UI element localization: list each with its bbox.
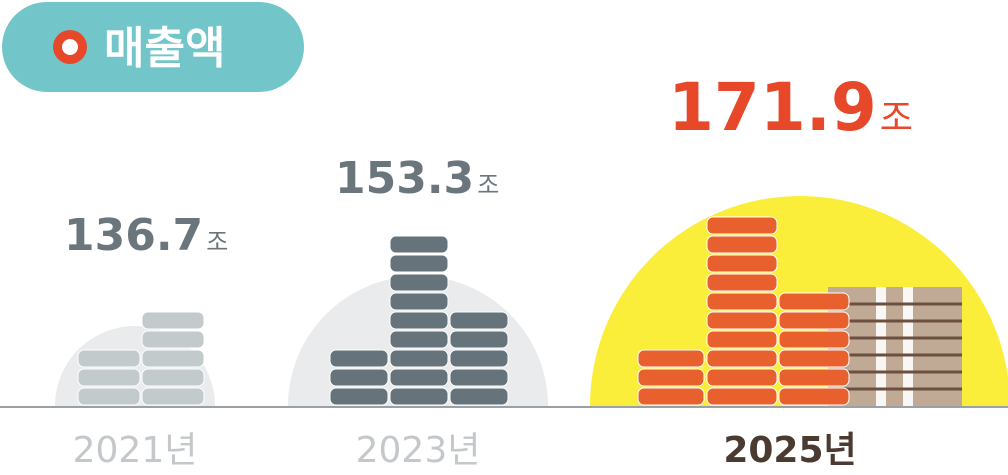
coin — [390, 255, 448, 272]
coin — [707, 293, 777, 310]
title-badge: 매출액 — [2, 2, 304, 92]
coin — [390, 350, 448, 367]
category-label: 2023년 — [356, 430, 481, 471]
coin — [707, 369, 777, 386]
coin — [779, 331, 849, 348]
value-unit: 조 — [477, 171, 499, 199]
category-label: 2025년 — [723, 430, 856, 471]
category-label: 2021년 — [73, 430, 198, 471]
coin — [638, 388, 704, 405]
value-number: 153.3 — [335, 153, 474, 204]
coin — [390, 312, 448, 329]
coin — [390, 388, 448, 405]
coin — [330, 388, 388, 405]
coin — [450, 388, 508, 405]
coin — [78, 350, 140, 367]
coin — [330, 369, 388, 386]
coin — [707, 388, 777, 405]
coin — [779, 312, 849, 329]
coin — [142, 331, 204, 348]
coin — [450, 312, 508, 329]
coin — [142, 312, 204, 329]
coin — [707, 331, 777, 348]
coin — [638, 369, 704, 386]
coin — [779, 293, 849, 310]
value-number: 136.7 — [64, 210, 203, 261]
chart: 매출액 136.7조2021년153.3조2023년171.9조2025년 — [0, 0, 1008, 475]
coin — [390, 236, 448, 253]
coin — [142, 369, 204, 386]
coin — [707, 312, 777, 329]
chart-title: 매출액 — [104, 23, 225, 74]
coin — [450, 331, 508, 348]
coin — [779, 350, 849, 367]
coin — [330, 350, 388, 367]
coin — [450, 350, 508, 367]
coin — [779, 369, 849, 386]
coin — [390, 274, 448, 291]
coin — [779, 388, 849, 405]
value-unit: 조 — [880, 98, 913, 139]
badge-dot-center — [62, 39, 78, 55]
coin — [390, 331, 448, 348]
coin — [78, 388, 140, 405]
coin — [638, 350, 704, 367]
coin — [390, 369, 448, 386]
value-number: 171.9 — [668, 69, 877, 146]
value-label: 171.9조 — [668, 69, 913, 146]
coin — [707, 350, 777, 367]
value-unit: 조 — [206, 228, 228, 256]
coin — [707, 274, 777, 291]
coin — [142, 388, 204, 405]
coin — [78, 369, 140, 386]
coin — [707, 217, 777, 234]
coin — [390, 293, 448, 310]
coin — [142, 350, 204, 367]
coin — [707, 255, 777, 272]
coin — [707, 236, 777, 253]
coin — [450, 369, 508, 386]
